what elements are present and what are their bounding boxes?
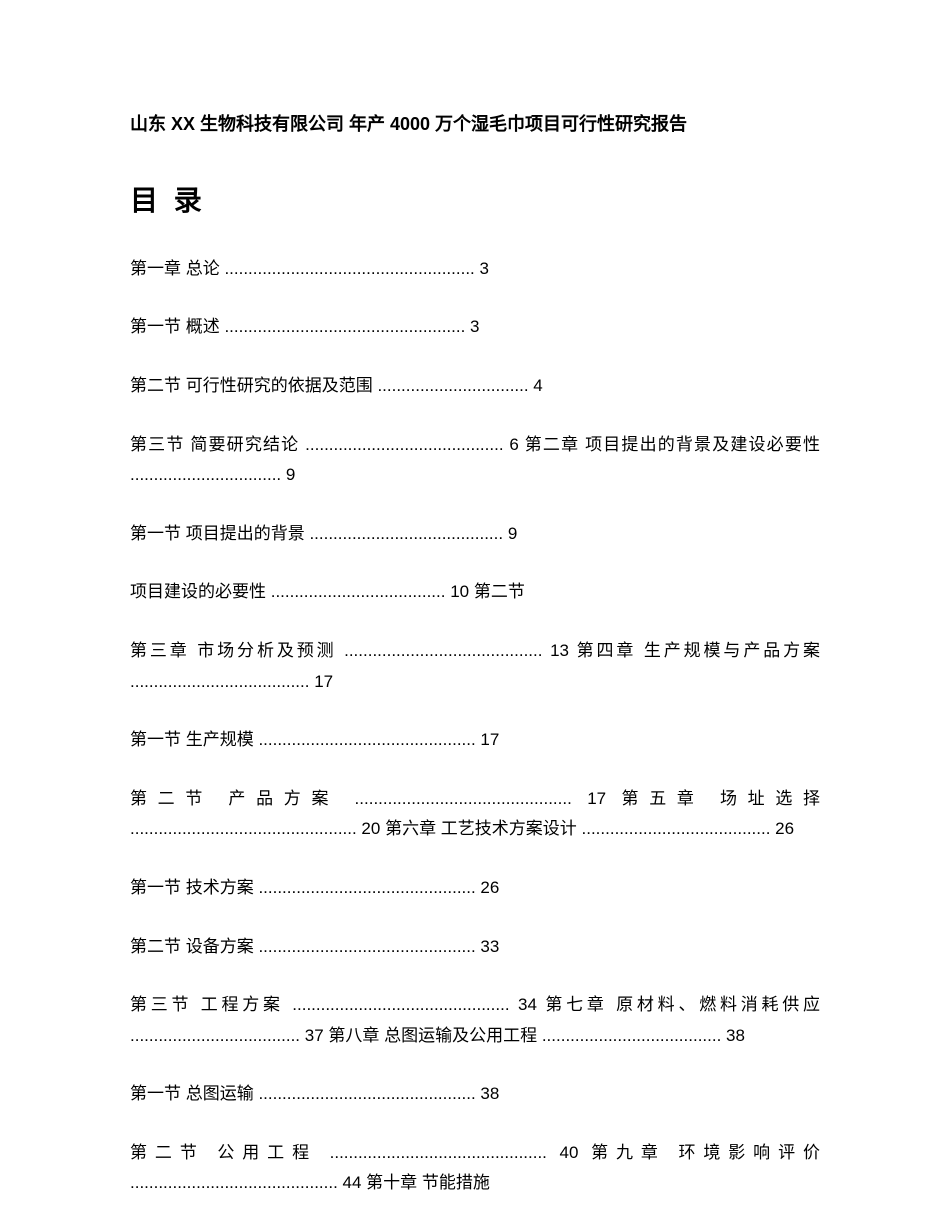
toc-entry: 第二节 可行性研究的依据及范围 ........................… bbox=[130, 371, 820, 402]
toc-title: 目 录 bbox=[130, 179, 820, 219]
toc-entry: 第二节 产品方案 ...............................… bbox=[130, 784, 820, 845]
toc-entry: 第一节 概述 .................................… bbox=[130, 312, 820, 343]
toc-entry: 第一节 生产规模 ...............................… bbox=[130, 725, 820, 756]
toc-entry: 第三章 市场分析及预测 ............................… bbox=[130, 636, 820, 697]
toc-entry: 第一章 总论 .................................… bbox=[130, 254, 820, 285]
toc-entry: 项目建设的必要性 ...............................… bbox=[130, 577, 820, 608]
toc-entry: 第二节 设备方案 ...............................… bbox=[130, 932, 820, 963]
toc-entry: 第三节 工程方案 ...............................… bbox=[130, 990, 820, 1051]
toc-entry: 第一节 项目提出的背景 ............................… bbox=[130, 519, 820, 550]
toc-entry: 第二节 公用工程 ...............................… bbox=[130, 1138, 820, 1199]
toc-entry: 第三节 简要研究结论 .............................… bbox=[130, 430, 820, 491]
toc-entry: 第一节 总图运输 ...............................… bbox=[130, 1079, 820, 1110]
toc-entry: 第一节 技术方案 ...............................… bbox=[130, 873, 820, 904]
document-header: 山东 XX 生物科技有限公司 年产 4000 万个湿毛巾项目可行性研究报告 bbox=[130, 110, 820, 139]
